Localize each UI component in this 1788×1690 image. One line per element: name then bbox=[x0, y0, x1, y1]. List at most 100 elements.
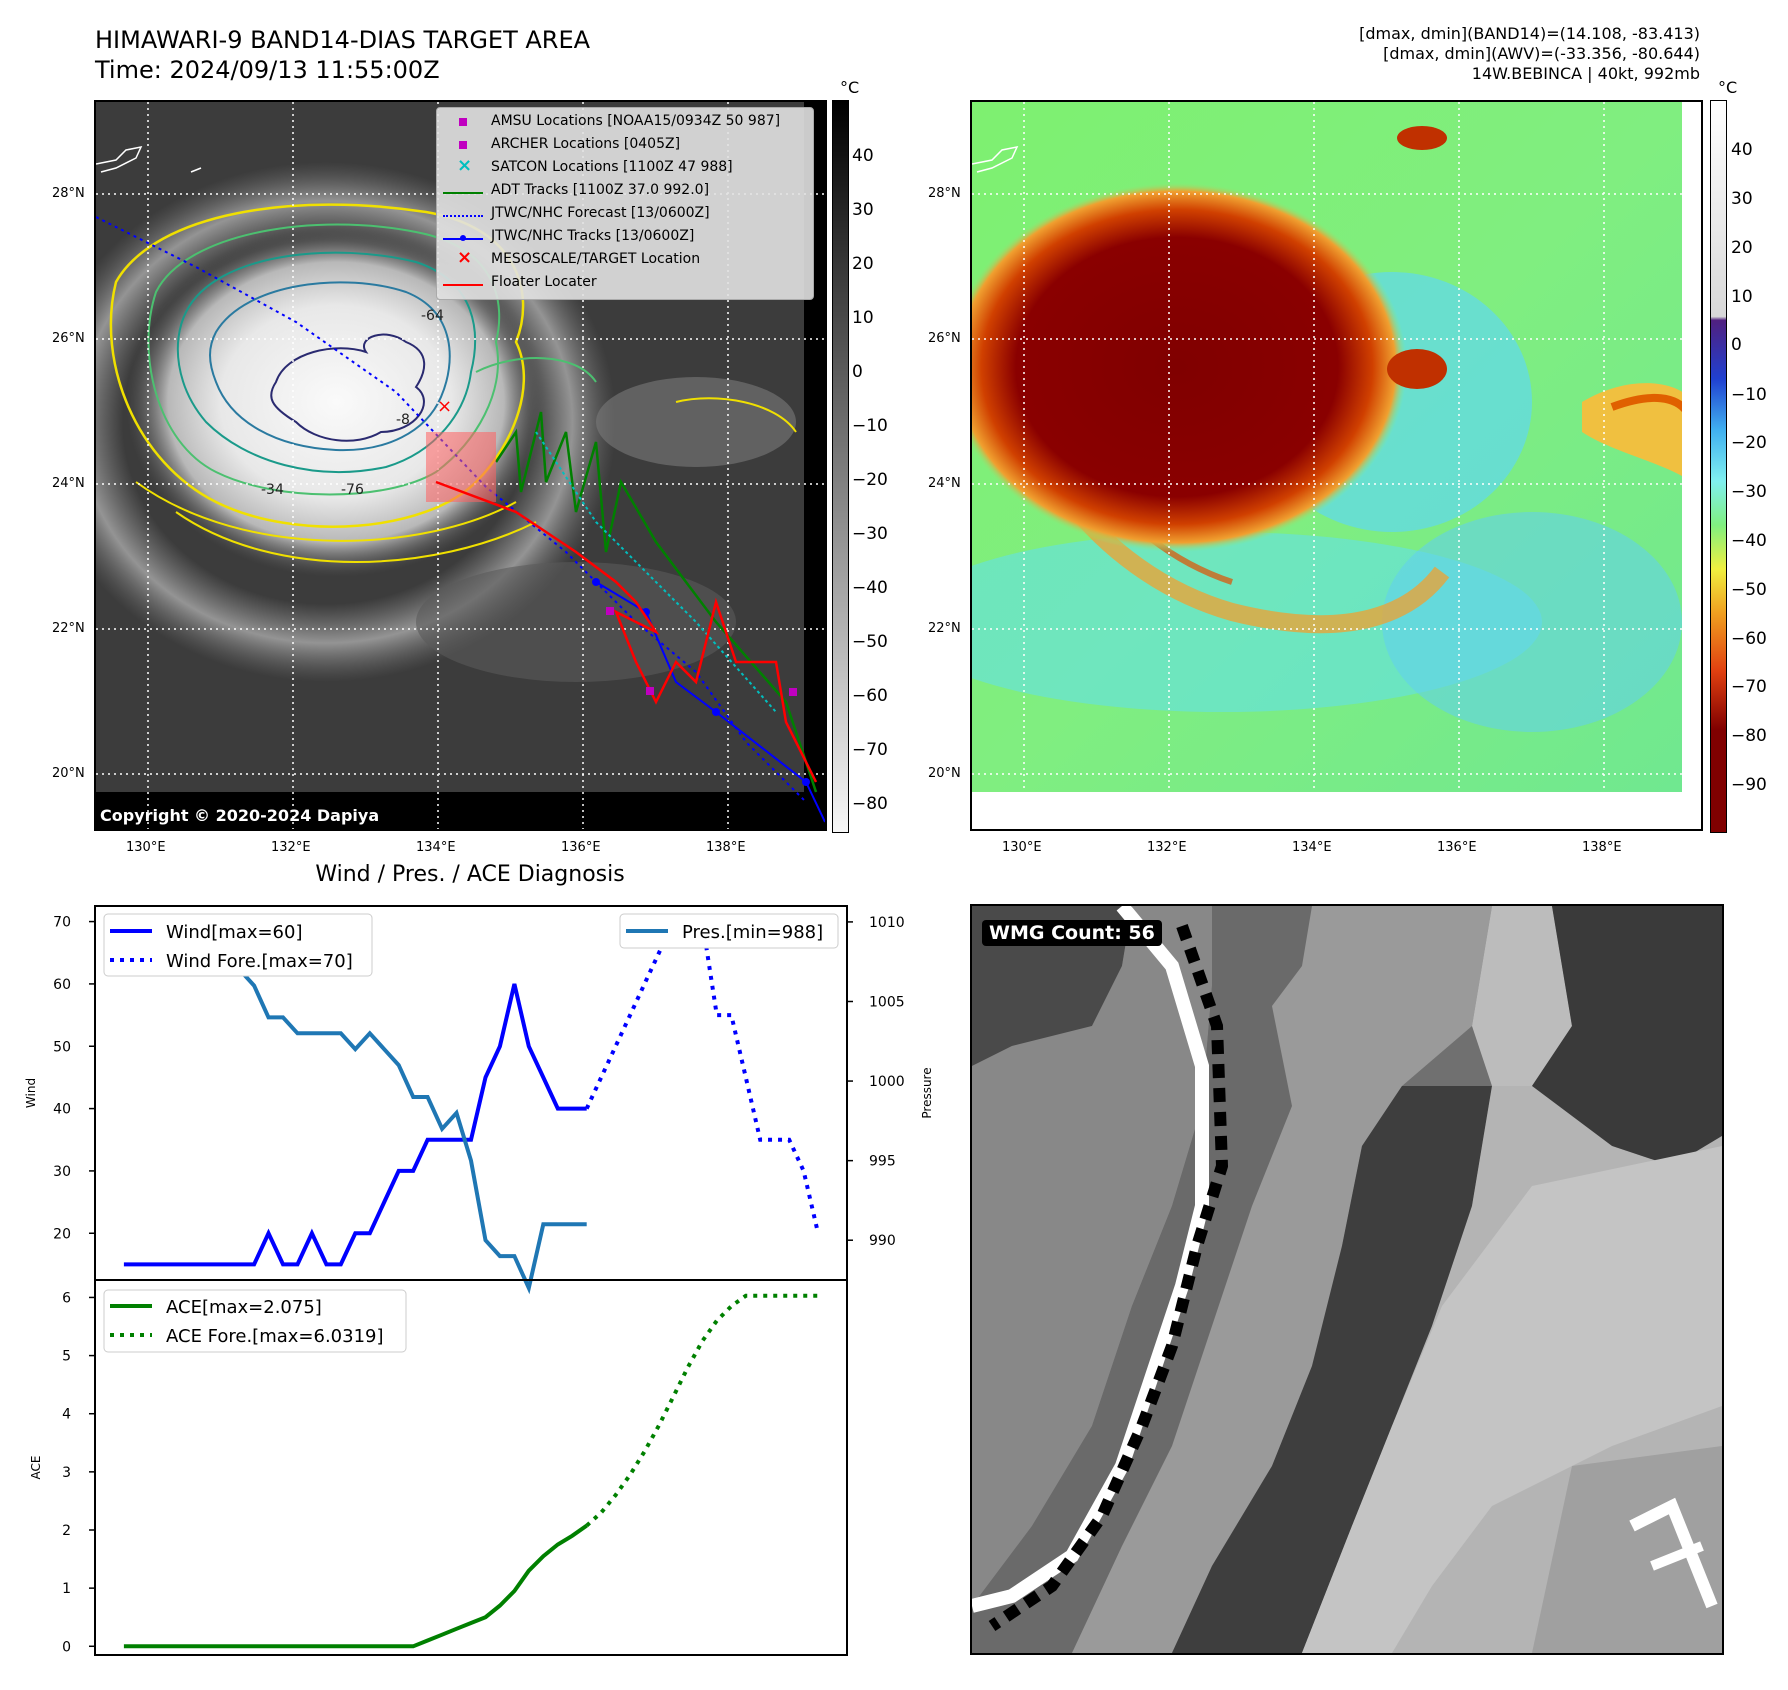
contour-label: -64 bbox=[421, 308, 444, 324]
colorbar-tick-label: −60 bbox=[1731, 629, 1767, 649]
contour-label: -76 bbox=[341, 482, 364, 498]
y-tick-label: 50 bbox=[53, 1039, 71, 1055]
y2-tick-label: 990 bbox=[869, 1233, 896, 1249]
ace-legend-box bbox=[103, 1289, 407, 1353]
wmg-panel: WMG Count: 56 bbox=[970, 904, 1724, 1655]
wmg-count-badge: WMG Count: 56 bbox=[982, 920, 1162, 946]
time-title: Time: 2024/09/13 11:55:00Z bbox=[95, 56, 440, 84]
y2-tick-label: 1005 bbox=[869, 994, 905, 1010]
jtwc-forecast-track bbox=[96, 216, 807, 803]
color-ir-colorbar-unit: °C bbox=[1718, 78, 1738, 97]
legend-marker-icon bbox=[443, 284, 483, 286]
y2-tick-label: 1010 bbox=[869, 915, 905, 931]
y-tick-label: 20 bbox=[53, 1226, 71, 1242]
y-tick-label: 30 bbox=[53, 1164, 71, 1180]
colorbar-tick-label: −60 bbox=[852, 686, 888, 706]
legend-marker-icon bbox=[443, 192, 483, 194]
lat-label: 26°N bbox=[928, 331, 961, 346]
lat-label: 28°N bbox=[928, 186, 961, 201]
colorbar-tick-label: −40 bbox=[1731, 531, 1767, 551]
color-ir-map-panel bbox=[970, 100, 1703, 831]
legend-label-ace: ACE[max=2.075] bbox=[166, 1297, 322, 1318]
colorbar-tick-label: −50 bbox=[852, 632, 888, 652]
ir-colorbar bbox=[832, 100, 849, 833]
contour-label: -8 bbox=[396, 412, 410, 428]
main-title: HIMAWARI-9 BAND14-DIAS TARGET AREA bbox=[95, 26, 591, 54]
lat-label: 24°N bbox=[52, 476, 85, 491]
legend-dot-icon bbox=[460, 235, 466, 241]
lon-label: 132°E bbox=[1147, 840, 1187, 855]
colorbar-tick-label: −10 bbox=[852, 416, 888, 436]
lon-label: 136°E bbox=[561, 840, 601, 855]
colorbar-tick-label: −20 bbox=[852, 470, 888, 490]
legend-marker-icon: × bbox=[457, 247, 473, 268]
colorbar-tick-label: 10 bbox=[852, 308, 874, 328]
cold-core bbox=[972, 182, 1407, 552]
y-tick-label: 40 bbox=[53, 1102, 71, 1118]
lon-label: 136°E bbox=[1437, 840, 1477, 855]
colorbar-tick-label: −90 bbox=[1731, 775, 1767, 795]
series-line-0 bbox=[123, 983, 587, 1267]
lat-label: 26°N bbox=[52, 331, 85, 346]
y-tick-label: 60 bbox=[53, 977, 71, 993]
ir-colorbar-unit: °C bbox=[840, 78, 860, 97]
copyright-label: Copyright © 2020-2024 Dapiya bbox=[100, 806, 380, 825]
colorbar-tick-label: 40 bbox=[852, 146, 874, 166]
contour-teal bbox=[176, 251, 477, 473]
colorbar-tick-label: −80 bbox=[852, 794, 888, 814]
ace-chart-frame bbox=[94, 1279, 848, 1656]
ace-series-line-0 bbox=[123, 1523, 588, 1649]
colorbar-tick-label: 30 bbox=[1731, 189, 1753, 209]
legend-entry: ARCHER Locations [0405Z] bbox=[443, 135, 803, 157]
contour-green bbox=[147, 223, 501, 496]
jtwc-track bbox=[595, 581, 825, 823]
map-legend: AMSU Locations [NOAA15/0934Z 50 987] ARCH… bbox=[436, 107, 814, 300]
legend-entry: ADT Tracks [1100Z 37.0 992.0] bbox=[443, 181, 803, 203]
legend-entry: Floater Locater bbox=[443, 273, 803, 295]
lat-label: 20°N bbox=[928, 766, 961, 781]
lon-label: 138°E bbox=[1582, 840, 1622, 855]
colorbar-tick-label: −20 bbox=[1731, 433, 1767, 453]
ace-y-tick-label: 3 bbox=[62, 1465, 71, 1481]
legend-label-wind: Wind[max=60] bbox=[166, 922, 303, 943]
colorbar-tick-label: 20 bbox=[852, 254, 874, 274]
legend-entry: JTWC/NHC Forecast [13/0600Z] bbox=[443, 204, 803, 226]
colorbar-tick-label: 10 bbox=[1731, 287, 1753, 307]
legend-label: MESOSCALE/TARGET Location bbox=[491, 251, 701, 267]
legend-marker-icon bbox=[459, 141, 467, 149]
lon-label: 130°E bbox=[1002, 840, 1042, 855]
colorbar-tick-label: −40 bbox=[852, 578, 888, 598]
colorbar-tick-label: −70 bbox=[1731, 677, 1767, 697]
colorbar-tick-label: −80 bbox=[1731, 726, 1767, 746]
colorbar-tick-label: −70 bbox=[852, 740, 888, 760]
ace-y-tick-label: 0 bbox=[62, 1639, 71, 1655]
info-line-1: [dmax, dmin](BAND14)=(14.108, -83.413) bbox=[1359, 24, 1700, 43]
lon-label: 132°E bbox=[271, 840, 311, 855]
contour-label: -34 bbox=[261, 482, 284, 498]
colorbar-tick-label: 0 bbox=[1731, 335, 1742, 355]
info-line-2: [dmax, dmin](AWV)=(-33.356, -80.644) bbox=[1383, 44, 1700, 63]
legend-label: ADT Tracks [1100Z 37.0 992.0] bbox=[491, 182, 710, 198]
colorbar-tick-label: −50 bbox=[1731, 580, 1767, 600]
legend-label: ARCHER Locations [0405Z] bbox=[491, 136, 681, 152]
ace-y-tick-label: 5 bbox=[62, 1349, 71, 1365]
satcon-markers bbox=[535, 431, 777, 713]
pres-legend-box bbox=[619, 913, 839, 949]
colorbar-tick-label: 30 bbox=[852, 200, 874, 220]
lat-label: 28°N bbox=[52, 186, 85, 201]
colorbar-tick-label: −10 bbox=[1731, 385, 1767, 405]
diagnosis-title: Wind / Pres. / ACE Diagnosis bbox=[315, 862, 625, 887]
legend-entry: JTWC/NHC Tracks [13/0600Z] bbox=[443, 227, 803, 249]
colorbar-tick-label: −30 bbox=[852, 524, 888, 544]
legend-entry: AMSU Locations [NOAA15/0934Z 50 987] bbox=[443, 112, 803, 134]
colorbar-tick-label: −30 bbox=[1731, 482, 1767, 502]
legend-marker-icon: × bbox=[457, 155, 473, 176]
y-tick-label: 70 bbox=[53, 915, 71, 931]
lat-label: 22°N bbox=[928, 621, 961, 636]
wind-axis-label: Wind bbox=[24, 1078, 38, 1108]
legend-label: SATCON Locations [1100Z 47 988] bbox=[491, 159, 733, 175]
lon-label: 134°E bbox=[1292, 840, 1332, 855]
y2-tick-label: 1000 bbox=[869, 1074, 905, 1090]
ir-map-panel: × -64 -76 -8 -34 AMSU Locations [NOAA15/… bbox=[94, 100, 827, 831]
